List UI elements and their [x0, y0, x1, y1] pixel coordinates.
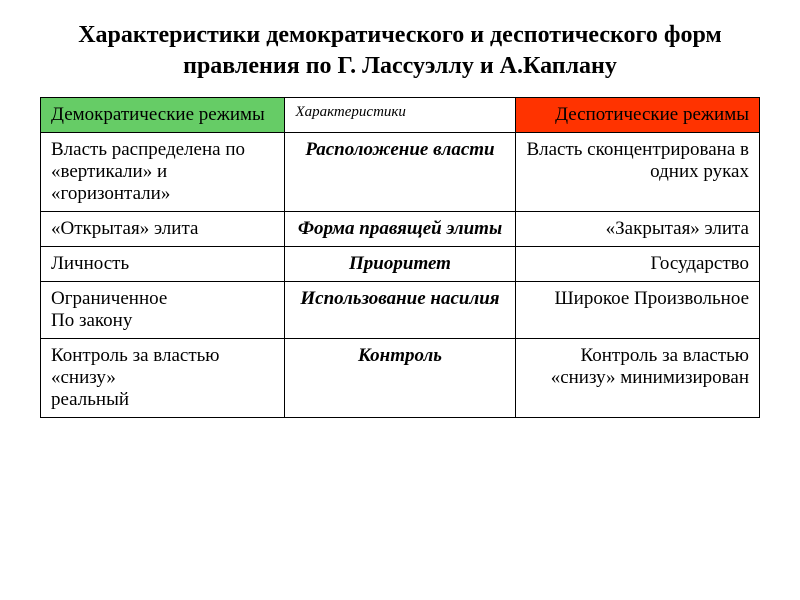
page-title: Характеристики демократического и деспот… [40, 20, 760, 82]
cell-right: Государство [515, 247, 759, 282]
cell-center: Приоритет [285, 247, 515, 282]
cell-center: Расположение власти [285, 133, 515, 212]
cell-left: Личность [41, 247, 285, 282]
cell-left: ОграниченноеПо закону [41, 282, 285, 339]
cell-right: Широкое Произвольное [515, 282, 759, 339]
table-row: Личность Приоритет Государство [41, 247, 760, 282]
cell-left: Контроль за властью «снизу»реальный [41, 339, 285, 418]
cell-center: Форма правящей элиты [285, 212, 515, 247]
table-row: Власть распределена по «вертикали» и «го… [41, 133, 760, 212]
table-row: ОграниченноеПо закону Использование наси… [41, 282, 760, 339]
cell-right: Контроль за властью «снизу» минимизирова… [515, 339, 759, 418]
cell-right: Власть сконцентрирована в одних руках [515, 133, 759, 212]
cell-right: «Закрытая» элита [515, 212, 759, 247]
table-row: «Открытая» элита Форма правящей элиты «З… [41, 212, 760, 247]
cell-center: Использование насилия [285, 282, 515, 339]
comparison-table: Демократические режимы Характеристики Де… [40, 97, 760, 418]
cell-left: «Открытая» элита [41, 212, 285, 247]
header-center: Характеристики [285, 98, 515, 133]
header-right: Деспотические режимы [515, 98, 759, 133]
header-left: Демократические режимы [41, 98, 285, 133]
table-header-row: Демократические режимы Характеристики Де… [41, 98, 760, 133]
table-row: Контроль за властью «снизу»реальный Конт… [41, 339, 760, 418]
cell-center: Контроль [285, 339, 515, 418]
cell-left: Власть распределена по «вертикали» и «го… [41, 133, 285, 212]
